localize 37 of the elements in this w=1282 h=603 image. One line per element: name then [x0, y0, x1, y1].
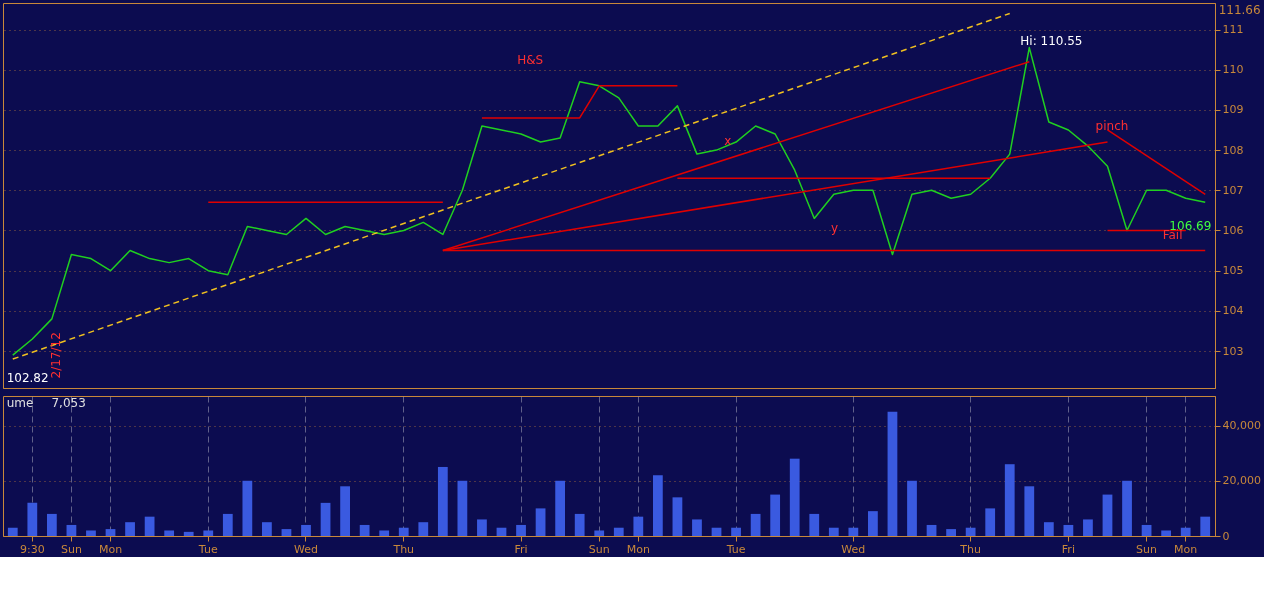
x-tick-label: Sun: [60, 542, 82, 556]
y-tick-label: 108: [1222, 143, 1244, 157]
y-tick-label: 104: [1222, 304, 1244, 318]
x-tick-label: Fri: [514, 542, 528, 556]
annotation: Hi: 110.55: [1020, 33, 1083, 48]
annotation: y: [830, 220, 838, 235]
annotation: pinch: [1095, 118, 1129, 133]
annotation: 102.82: [6, 370, 49, 385]
y-tick-label: 105: [1222, 264, 1244, 278]
y-tick-label: 0: [1222, 529, 1230, 543]
y-tick-label: 40,000: [1222, 419, 1261, 433]
x-tick-label: Mon: [626, 542, 650, 556]
text: 111.66: [1218, 3, 1261, 17]
x-tick-label: Thu: [392, 542, 415, 556]
y-tick-label: 109: [1222, 103, 1244, 117]
x-tick-label: Mon: [98, 542, 123, 556]
annotation: ume: [6, 396, 34, 410]
y-tick-label: 110: [1222, 63, 1244, 77]
x-tick-label: Fri: [1061, 542, 1075, 556]
annotation: 7,053: [51, 396, 86, 410]
x-tick-label: 9:30: [19, 542, 45, 556]
annotation: H&S: [517, 53, 544, 68]
y-tick-label: 107: [1222, 183, 1244, 197]
x-tick-label: Tue: [197, 542, 218, 556]
x-tick-label: Sun: [588, 542, 610, 556]
x-tick-label: Mon: [1174, 542, 1198, 556]
x-tick-label: Wed: [294, 542, 318, 556]
y-tick-label: 20,000: [1222, 474, 1261, 488]
x-tick-label: Thu: [959, 542, 981, 556]
y-tick-label: 103: [1222, 344, 1244, 358]
annotation: x: [724, 133, 732, 148]
y-tick-label: 106: [1222, 223, 1244, 237]
annotation: 2/17/12: [49, 332, 64, 379]
x-tick-label: Wed: [841, 542, 866, 556]
y-tick-label: 111: [1222, 23, 1244, 37]
x-tick-label: Sun: [1136, 542, 1158, 556]
x-tick-label: Tue: [725, 542, 746, 556]
